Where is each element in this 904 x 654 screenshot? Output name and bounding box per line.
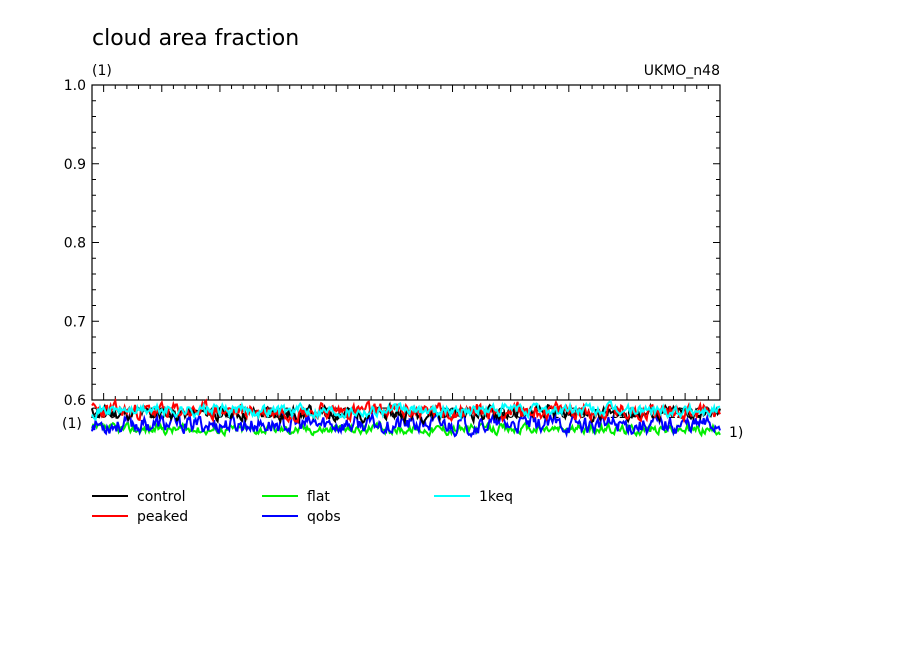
series-line-1keq <box>91 399 721 422</box>
legend-label-1keq: 1keq <box>479 489 513 505</box>
y-tick-label: 0.7 <box>64 314 86 330</box>
legend-label-control: control <box>137 489 186 505</box>
y-tick-label: 0.9 <box>64 157 86 173</box>
legend: control peaked flat qobs 1keq <box>92 489 513 525</box>
plot-frame <box>91 84 721 401</box>
y-axis-label: (1) <box>92 63 112 79</box>
x-axis: 200 300 400 500 600 700 800 900 1000 1100 1200 <box>90 85 721 422</box>
y-axis: 0.6 0.7 0.8 0.9 1.0 <box>64 78 720 409</box>
x-cut-label: 1) <box>729 425 743 441</box>
series-line-flat <box>91 420 721 438</box>
model-label: UKMO_n48 <box>644 63 720 79</box>
y-tick-label: 0.6 <box>64 393 86 409</box>
y-tick-label: 0.8 <box>64 236 86 252</box>
legend-label-peaked: peaked <box>137 509 188 525</box>
series-lines <box>91 397 721 439</box>
x-extra-label: (1) <box>62 416 82 432</box>
legend-label-flat: flat <box>307 489 330 505</box>
chart-title: cloud area fraction <box>92 26 299 51</box>
y-tick-label: 1.0 <box>64 78 86 94</box>
series-line-qobs <box>91 410 721 439</box>
legend-label-qobs: qobs <box>307 509 341 525</box>
